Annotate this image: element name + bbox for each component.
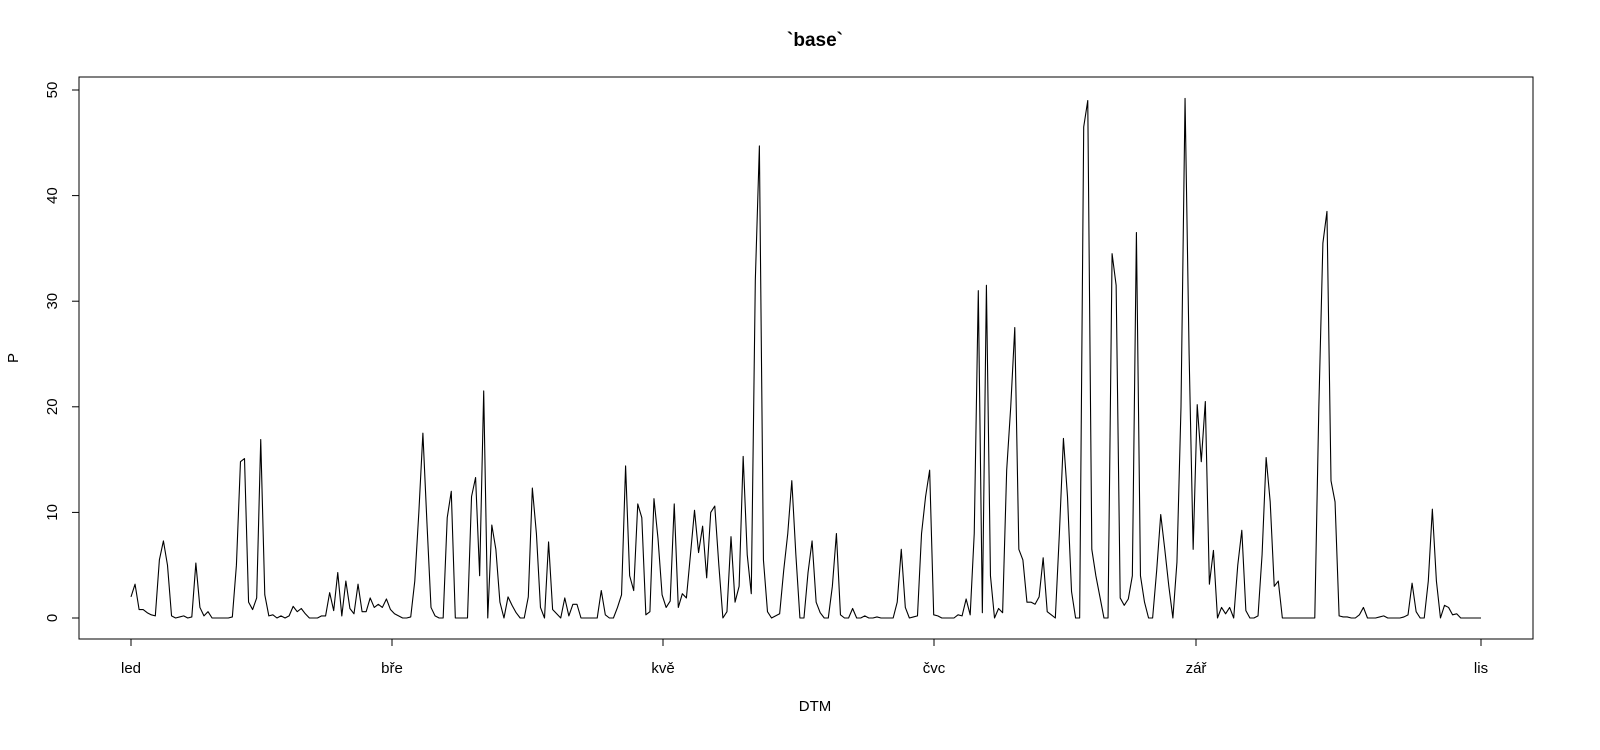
x-tick-label: čvc [923, 660, 946, 677]
x-axis-label: DTM [799, 698, 832, 715]
plot-frame [78, 76, 1534, 640]
y-tick-label: 10 [44, 504, 61, 521]
y-tick-label: 0 [44, 614, 61, 622]
y-tick-label: 30 [44, 293, 61, 310]
x-tick-label: lis [1474, 660, 1488, 677]
y-axis-label: P [5, 353, 22, 363]
series-line [130, 97, 1481, 619]
y-tick-label: 50 [44, 82, 61, 99]
x-axis: led bře kvě čvc zář lis [121, 638, 1488, 677]
chart-title: `base` [787, 30, 843, 51]
y-tick-label: 40 [44, 187, 61, 204]
x-tick-label: kvě [651, 660, 674, 677]
x-tick-label: led [121, 660, 141, 677]
x-tick-label: zář [1186, 660, 1208, 677]
y-tick-label: 20 [44, 398, 61, 415]
y-axis: 0 10 20 30 40 50 [44, 82, 80, 622]
x-tick-label: bře [381, 660, 403, 677]
